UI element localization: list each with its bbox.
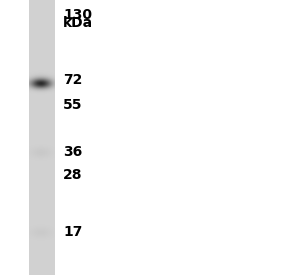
Text: kDa: kDa (63, 16, 94, 30)
Text: 55: 55 (63, 98, 83, 112)
Text: 17: 17 (63, 225, 83, 239)
Bar (29, 0, 55, 275)
Text: 28: 28 (63, 168, 83, 182)
Text: 36: 36 (63, 145, 83, 159)
Text: 72: 72 (63, 73, 83, 87)
Text: 130: 130 (63, 8, 92, 22)
